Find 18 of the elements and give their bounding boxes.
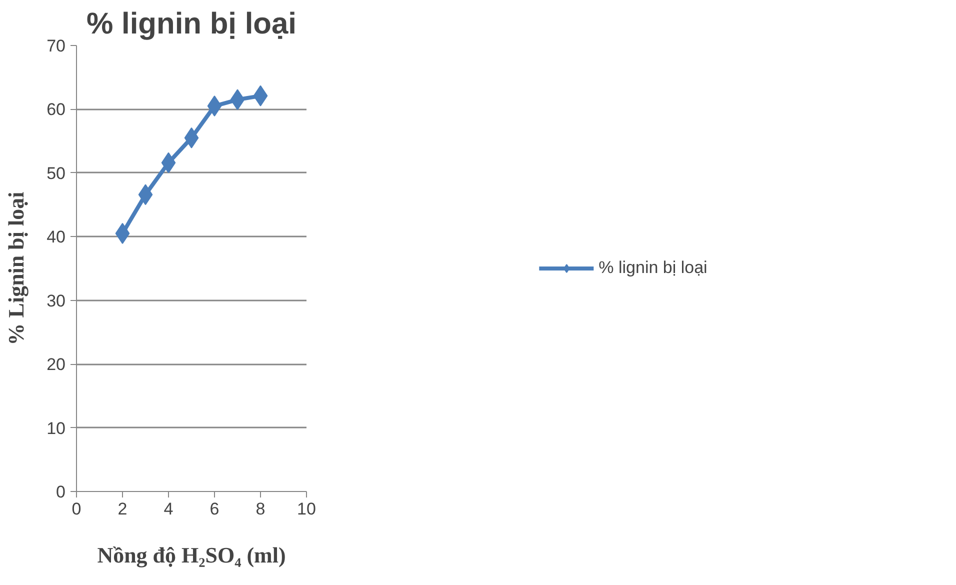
x-tick-label: 0 bbox=[72, 500, 82, 518]
y-tick-label: 30 bbox=[46, 291, 66, 310]
x-tick-label: 10 bbox=[297, 500, 316, 518]
x-axis-title: Nồng độ H₂SO₄ (ml) bbox=[97, 542, 286, 568]
x-tick-label: 2 bbox=[118, 500, 128, 518]
chart-title: % lignin bị loại bbox=[86, 8, 296, 40]
y-axis-title: % Lignin bị loại bbox=[4, 192, 29, 346]
y-tick-label: 70 bbox=[46, 36, 66, 56]
y-tick-label: 0 bbox=[56, 482, 66, 502]
x-tick-label: 4 bbox=[164, 500, 174, 518]
x-tick-label: 6 bbox=[210, 500, 220, 518]
legend-label: % lignin bị loại bbox=[598, 258, 708, 278]
y-tick-label: 50 bbox=[46, 164, 66, 183]
y-tick-label: 40 bbox=[46, 228, 66, 247]
y-tick-label: 60 bbox=[46, 100, 66, 120]
y-tick-label: 20 bbox=[46, 355, 66, 374]
x-tick-label: 8 bbox=[256, 500, 266, 518]
y-tick-label: 10 bbox=[46, 418, 66, 438]
